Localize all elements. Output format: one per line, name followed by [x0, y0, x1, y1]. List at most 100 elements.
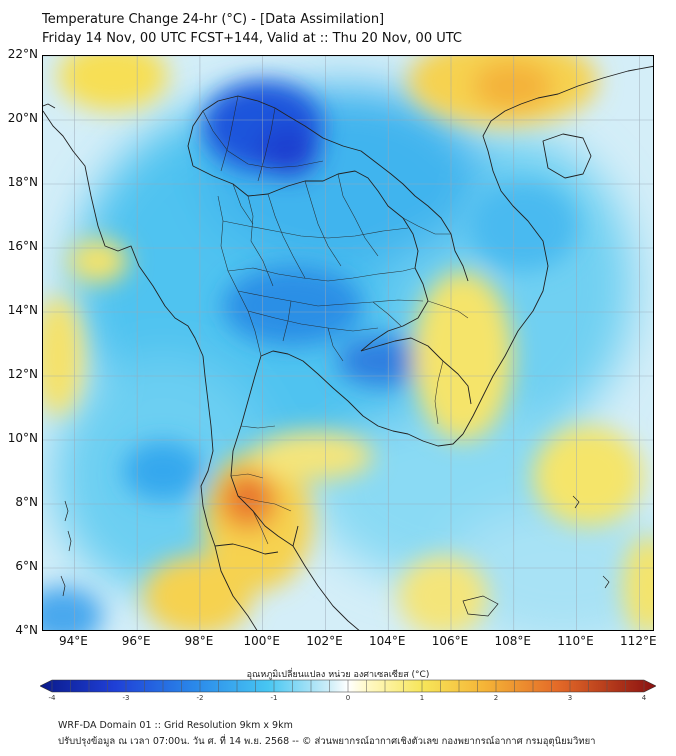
- island-anambas: [462, 595, 499, 617]
- province-line: [217, 195, 262, 357]
- longitude-label: 104°E: [368, 634, 406, 648]
- boundaries: [43, 65, 653, 630]
- border-thailand: [192, 165, 429, 352]
- coastline-myanmar: [43, 110, 204, 357]
- longitude-label: 112°E: [620, 634, 657, 648]
- province-line: [230, 473, 264, 479]
- latitude-label: 16°N: [7, 239, 38, 253]
- province-line: [282, 300, 292, 342]
- colorbar-tick-label: 0: [345, 694, 351, 702]
- island-natuna: [602, 575, 610, 589]
- province-line: [247, 195, 274, 287]
- island-nicobar: [60, 575, 66, 597]
- province-boundaries: [202, 95, 469, 545]
- island-andaman: [64, 500, 69, 522]
- border-laos: [287, 115, 469, 282]
- colorbar-tick-label: -1: [270, 694, 278, 702]
- hot-core-peninsula-inner: [234, 482, 262, 510]
- cold-core-central: [223, 266, 363, 346]
- longitude-label: 96°E: [121, 634, 151, 648]
- province-line: [240, 425, 276, 429]
- coastline-bangladesh: [43, 103, 56, 109]
- province-line: [252, 510, 269, 545]
- province-line: [402, 217, 451, 235]
- warm-region-myanmar-coast: [68, 239, 128, 283]
- islands: [60, 495, 610, 617]
- colorbar-tick-label: 3: [567, 694, 573, 702]
- coastline-china: [520, 65, 653, 105]
- island-spratly: [572, 495, 580, 509]
- latitude-label: 18°N: [7, 175, 38, 189]
- latitude-label: 10°N: [7, 431, 38, 445]
- province-line: [372, 301, 402, 327]
- temperature-change-map: [42, 55, 654, 631]
- warm-region-vietnam-coast: [413, 271, 513, 441]
- colorbar-tick-label: 4: [641, 694, 647, 702]
- cool-core-andaman: [123, 441, 203, 501]
- latitude-label: 12°N: [7, 367, 38, 381]
- latitude-label: 4°N: [15, 623, 38, 637]
- footer-credit: ปรับปรุงข้อมูล ณ เวลา 07:00น. วัน ศ. ที่…: [58, 736, 596, 747]
- province-line: [247, 310, 379, 332]
- colorbar-tick-label: 2: [493, 694, 499, 702]
- cool-core-laos-east: [468, 181, 578, 271]
- latitude-label: 22°N: [7, 47, 38, 61]
- warm-core-gulf-of-tonkin: [473, 61, 553, 111]
- colorbar-tick-label: 1: [419, 694, 425, 702]
- warm-region-southeast-edge: [623, 536, 653, 630]
- longitude-label: 98°E: [184, 634, 214, 648]
- latitude-label: 20°N: [7, 111, 38, 125]
- province-line: [237, 495, 292, 512]
- province-line: [202, 110, 324, 169]
- coastline-vietnam: [462, 103, 549, 435]
- map-title: Temperature Change 24-hr (°C) - [Data As…: [42, 12, 385, 27]
- map-canvas: [43, 56, 653, 630]
- colorbar-tick-label: -2: [196, 694, 204, 702]
- colorbar: [40, 679, 656, 693]
- latitude-label: 8°N: [15, 495, 38, 509]
- colorbar-title: อุณหภูมิเปลี่ยนแปลง หน่วย องศาเซลเซียส (…: [246, 670, 430, 680]
- province-line: [304, 180, 342, 267]
- colorbar-tick-label: -3: [122, 694, 130, 702]
- province-line: [327, 327, 344, 362]
- island-hainan: [542, 133, 592, 179]
- cold-core-cambodia: [338, 336, 428, 386]
- province-line: [227, 267, 416, 282]
- province-line: [232, 183, 254, 225]
- longitude-label: 100°E: [243, 634, 280, 648]
- province-line: [257, 107, 276, 182]
- coastline-andaman: [200, 355, 258, 630]
- island-andaman: [67, 530, 72, 552]
- longitude-label: 102°E: [306, 634, 343, 648]
- province-line: [434, 360, 444, 425]
- footer-model-info: WRF-DA Domain 01 :: Grid Resolution 9km …: [58, 720, 293, 731]
- border-cambodia: [360, 337, 472, 405]
- latitude-label: 14°N: [7, 303, 38, 317]
- border-myanmar: [187, 95, 289, 167]
- graticule: [43, 56, 653, 630]
- cold-core-north-inner: [258, 126, 318, 176]
- province-line: [337, 173, 379, 257]
- province-line: [267, 193, 306, 279]
- coastline-gulf-west: [230, 355, 360, 630]
- province-line: [222, 220, 409, 239]
- warm-region-south: [398, 556, 488, 630]
- map-subtitle: Friday 14 Nov, 00 UTC FCST+144, Valid at…: [42, 31, 462, 46]
- longitude-label: 106°E: [431, 634, 469, 648]
- longitude-label: 110°E: [557, 634, 594, 648]
- cool-region-southwest: [43, 586, 103, 630]
- warm-region-west-edge: [43, 296, 83, 416]
- border-malaysia: [214, 543, 279, 555]
- coastline-fragment: [292, 525, 299, 547]
- warm-region-gulf-south: [253, 431, 373, 481]
- province-line: [427, 300, 469, 319]
- province-line: [220, 95, 239, 172]
- longitude-label: 108°E: [494, 634, 532, 648]
- colorbar-ticks: [51, 680, 645, 692]
- latitude-label: 6°N: [15, 559, 38, 573]
- warm-region-east-sea: [533, 426, 643, 526]
- warm-region-northwest: [58, 56, 168, 111]
- longitude-label: 94°E: [58, 634, 88, 648]
- temperature-field-detail: [43, 56, 653, 630]
- province-line: [237, 290, 424, 307]
